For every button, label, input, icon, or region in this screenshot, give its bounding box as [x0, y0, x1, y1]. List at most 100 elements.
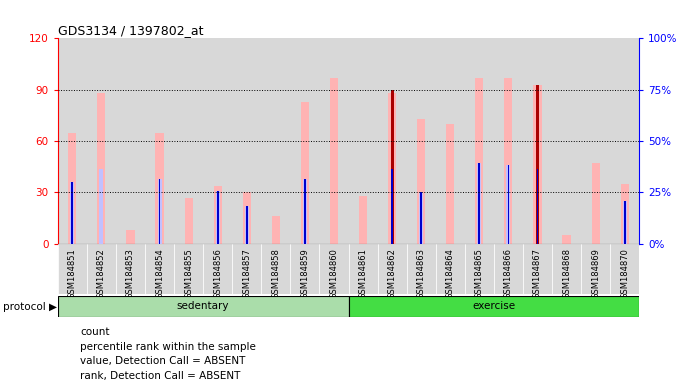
Text: rank, Detection Call = ABSENT: rank, Detection Call = ABSENT: [80, 371, 241, 381]
Text: count: count: [80, 327, 109, 337]
Text: GDS3134 / 1397802_at: GDS3134 / 1397802_at: [58, 24, 203, 37]
Bar: [465, 38, 494, 244]
Bar: [87, 38, 116, 244]
Text: GSM184870: GSM184870: [620, 248, 629, 299]
Bar: [391, 169, 393, 244]
Bar: [507, 165, 511, 244]
Bar: [610, 244, 639, 294]
Text: GSM184852: GSM184852: [97, 248, 106, 299]
Bar: [97, 93, 105, 244]
Bar: [272, 217, 280, 244]
Text: protocol ▶: protocol ▶: [3, 302, 57, 312]
Bar: [301, 102, 309, 244]
Bar: [436, 38, 465, 244]
Text: GSM184853: GSM184853: [126, 248, 135, 299]
Bar: [116, 244, 145, 294]
Bar: [70, 182, 74, 244]
Bar: [523, 38, 552, 244]
Bar: [494, 244, 523, 294]
Text: percentile rank within the sample: percentile rank within the sample: [80, 342, 256, 352]
Text: GSM184860: GSM184860: [330, 248, 339, 299]
Text: GSM184866: GSM184866: [504, 248, 513, 299]
Bar: [552, 244, 581, 294]
Bar: [359, 196, 367, 244]
Text: GSM184869: GSM184869: [591, 248, 600, 299]
Bar: [407, 244, 436, 294]
Bar: [446, 124, 454, 244]
Bar: [507, 165, 509, 244]
Text: GSM184851: GSM184851: [68, 248, 77, 299]
Bar: [214, 185, 222, 244]
Bar: [232, 244, 261, 294]
Text: GSM184865: GSM184865: [475, 248, 483, 299]
Bar: [156, 132, 164, 244]
Bar: [216, 191, 220, 244]
Text: GSM184868: GSM184868: [562, 248, 571, 299]
Bar: [494, 38, 523, 244]
Bar: [243, 192, 251, 244]
Bar: [261, 244, 290, 294]
Bar: [203, 38, 232, 244]
Bar: [158, 179, 160, 244]
Bar: [116, 38, 145, 244]
Text: GSM184857: GSM184857: [242, 248, 251, 299]
Bar: [145, 244, 174, 294]
Bar: [87, 244, 116, 294]
Text: GSM184867: GSM184867: [533, 248, 542, 299]
Bar: [320, 38, 348, 244]
Bar: [126, 230, 135, 244]
Bar: [465, 244, 494, 294]
Bar: [407, 38, 436, 244]
Bar: [624, 201, 626, 244]
Bar: [217, 191, 218, 244]
Bar: [174, 244, 203, 294]
Bar: [419, 192, 423, 244]
Bar: [505, 78, 513, 244]
Bar: [592, 163, 600, 244]
Bar: [174, 38, 203, 244]
Text: GSM184863: GSM184863: [417, 248, 426, 299]
Bar: [232, 38, 261, 244]
Text: GSM184855: GSM184855: [184, 248, 193, 299]
Bar: [562, 235, 571, 244]
Bar: [58, 296, 348, 317]
Bar: [261, 38, 290, 244]
Bar: [523, 244, 552, 294]
Text: value, Detection Call = ABSENT: value, Detection Call = ABSENT: [80, 356, 245, 366]
Bar: [58, 38, 87, 244]
Bar: [623, 201, 627, 244]
Text: GSM184861: GSM184861: [358, 248, 367, 299]
Bar: [304, 179, 306, 244]
Bar: [99, 169, 103, 244]
Bar: [58, 244, 87, 294]
Bar: [475, 78, 483, 244]
Text: GSM184859: GSM184859: [301, 248, 309, 299]
Bar: [158, 179, 162, 244]
Text: GSM184862: GSM184862: [388, 248, 396, 299]
Bar: [68, 132, 76, 244]
Bar: [388, 93, 396, 244]
Bar: [390, 90, 394, 244]
Text: sedentary: sedentary: [177, 301, 229, 311]
Text: GSM184856: GSM184856: [214, 248, 222, 299]
Bar: [477, 163, 481, 244]
Bar: [245, 206, 249, 244]
Bar: [436, 244, 465, 294]
Bar: [290, 244, 320, 294]
Bar: [377, 38, 407, 244]
Bar: [348, 296, 639, 317]
Bar: [290, 38, 320, 244]
Bar: [536, 84, 539, 244]
Text: GSM184854: GSM184854: [155, 248, 164, 299]
Bar: [303, 179, 307, 244]
Bar: [71, 182, 73, 244]
Bar: [348, 244, 377, 294]
Bar: [145, 38, 174, 244]
Text: GSM184858: GSM184858: [271, 248, 280, 299]
Text: GSM184864: GSM184864: [446, 248, 455, 299]
Bar: [420, 192, 422, 244]
Bar: [203, 244, 232, 294]
Bar: [552, 38, 581, 244]
Bar: [184, 198, 192, 244]
Bar: [330, 78, 338, 244]
